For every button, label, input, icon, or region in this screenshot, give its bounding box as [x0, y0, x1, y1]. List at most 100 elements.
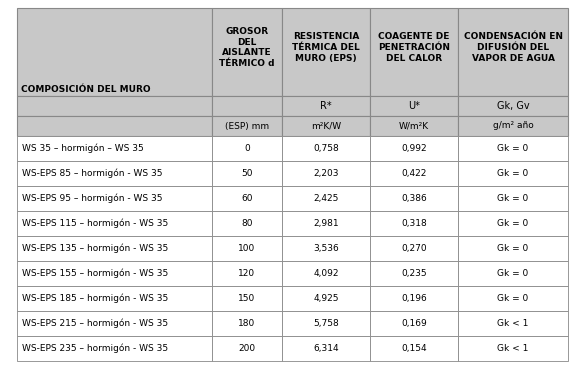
Text: WS-EPS 135 – hormigón - WS 35: WS-EPS 135 – hormigón - WS 35: [22, 244, 168, 253]
Bar: [212, 286, 282, 311]
Bar: [282, 311, 370, 336]
Text: 2,425: 2,425: [313, 194, 339, 203]
Bar: [17, 236, 212, 261]
Bar: [370, 136, 458, 161]
Bar: [458, 261, 568, 286]
Text: 0,386: 0,386: [401, 194, 427, 203]
Text: WS-EPS 95 – hormigón - WS 35: WS-EPS 95 – hormigón - WS 35: [22, 194, 162, 203]
Text: GROSOR
DEL
AISLANTE
TÉRMICO d: GROSOR DEL AISLANTE TÉRMICO d: [219, 27, 274, 68]
Text: 0,318: 0,318: [401, 219, 427, 228]
Bar: [17, 116, 212, 136]
Bar: [282, 96, 370, 116]
Bar: [458, 96, 568, 116]
Bar: [282, 236, 370, 261]
Bar: [370, 311, 458, 336]
Bar: [282, 286, 370, 311]
Text: Gk = 0: Gk = 0: [498, 144, 529, 153]
Text: Gk = 0: Gk = 0: [498, 194, 529, 203]
Text: WS-EPS 155 – hormigón - WS 35: WS-EPS 155 – hormigón - WS 35: [22, 269, 168, 278]
Text: WS-EPS 235 – hormigón - WS 35: WS-EPS 235 – hormigón - WS 35: [22, 344, 168, 353]
Text: Gk < 1: Gk < 1: [498, 319, 529, 328]
Text: Gk = 0: Gk = 0: [498, 219, 529, 228]
Text: 0: 0: [244, 144, 250, 153]
Text: 0,992: 0,992: [401, 144, 427, 153]
Bar: [370, 236, 458, 261]
Text: RESISTENCIA
TÉRMICA DEL
MURO (EPS): RESISTENCIA TÉRMICA DEL MURO (EPS): [292, 32, 360, 63]
Text: 80: 80: [241, 219, 253, 228]
Bar: [458, 186, 568, 211]
Text: 0,154: 0,154: [401, 344, 427, 353]
Text: g/m² año: g/m² año: [493, 121, 533, 131]
Bar: [212, 311, 282, 336]
Text: U*: U*: [408, 101, 420, 111]
Bar: [370, 161, 458, 186]
Bar: [212, 96, 282, 116]
Bar: [282, 136, 370, 161]
Bar: [17, 286, 212, 311]
Text: WS 35 – hormigón – WS 35: WS 35 – hormigón – WS 35: [22, 144, 144, 153]
Bar: [282, 116, 370, 136]
Bar: [212, 161, 282, 186]
Bar: [282, 161, 370, 186]
Bar: [282, 211, 370, 236]
Text: 0,758: 0,758: [313, 144, 339, 153]
Text: 0,169: 0,169: [401, 319, 427, 328]
Bar: [282, 336, 370, 361]
Bar: [458, 116, 568, 136]
Text: 50: 50: [241, 169, 253, 178]
Bar: [458, 236, 568, 261]
Bar: [212, 211, 282, 236]
Text: 5,758: 5,758: [313, 319, 339, 328]
Text: 100: 100: [238, 244, 256, 253]
Text: 0,422: 0,422: [401, 169, 427, 178]
Bar: [370, 211, 458, 236]
Bar: [17, 136, 212, 161]
Bar: [17, 336, 212, 361]
Text: Gk = 0: Gk = 0: [498, 269, 529, 278]
Text: 0,270: 0,270: [401, 244, 427, 253]
Bar: [212, 136, 282, 161]
Bar: [17, 96, 212, 116]
Text: 150: 150: [238, 294, 256, 303]
Text: Gk, Gv: Gk, Gv: [496, 101, 529, 111]
Bar: [370, 286, 458, 311]
Text: 120: 120: [238, 269, 256, 278]
Bar: [370, 8, 458, 96]
Bar: [212, 236, 282, 261]
Bar: [370, 261, 458, 286]
Text: (ESP) mm: (ESP) mm: [225, 121, 269, 131]
Bar: [370, 116, 458, 136]
Text: R*: R*: [320, 101, 332, 111]
Bar: [17, 161, 212, 186]
Text: WS-EPS 115 – hormigón - WS 35: WS-EPS 115 – hormigón - WS 35: [22, 219, 168, 228]
Text: Gk = 0: Gk = 0: [498, 169, 529, 178]
Bar: [17, 261, 212, 286]
Text: 2,203: 2,203: [313, 169, 339, 178]
Text: 200: 200: [238, 344, 256, 353]
Bar: [458, 311, 568, 336]
Text: Gk < 1: Gk < 1: [498, 344, 529, 353]
Bar: [282, 261, 370, 286]
Text: COAGENTE DE
PENETRACIÓN
DEL CALOR: COAGENTE DE PENETRACIÓN DEL CALOR: [378, 32, 450, 63]
Text: COMPOSICIÓN DEL MURO: COMPOSICIÓN DEL MURO: [21, 86, 151, 94]
Bar: [17, 311, 212, 336]
Bar: [458, 8, 568, 96]
Text: CONDENSACIÓN EN
DIFUSIÓN DEL
VAPOR DE AGUA: CONDENSACIÓN EN DIFUSIÓN DEL VAPOR DE AG…: [464, 32, 562, 63]
Text: Gk = 0: Gk = 0: [498, 244, 529, 253]
Bar: [458, 136, 568, 161]
Bar: [17, 8, 212, 96]
Bar: [212, 336, 282, 361]
Text: 0,235: 0,235: [401, 269, 427, 278]
Bar: [370, 96, 458, 116]
Bar: [458, 161, 568, 186]
Text: 3,536: 3,536: [313, 244, 339, 253]
Text: m²K/W: m²K/W: [311, 121, 341, 131]
Text: WS-EPS 185 – hormigón - WS 35: WS-EPS 185 – hormigón - WS 35: [22, 294, 168, 303]
Text: WS-EPS 215 – hormigón - WS 35: WS-EPS 215 – hormigón - WS 35: [22, 319, 168, 328]
Text: Gk = 0: Gk = 0: [498, 294, 529, 303]
Text: 4,925: 4,925: [313, 294, 339, 303]
Bar: [282, 8, 370, 96]
Text: 6,314: 6,314: [313, 344, 339, 353]
Bar: [370, 336, 458, 361]
Bar: [458, 286, 568, 311]
